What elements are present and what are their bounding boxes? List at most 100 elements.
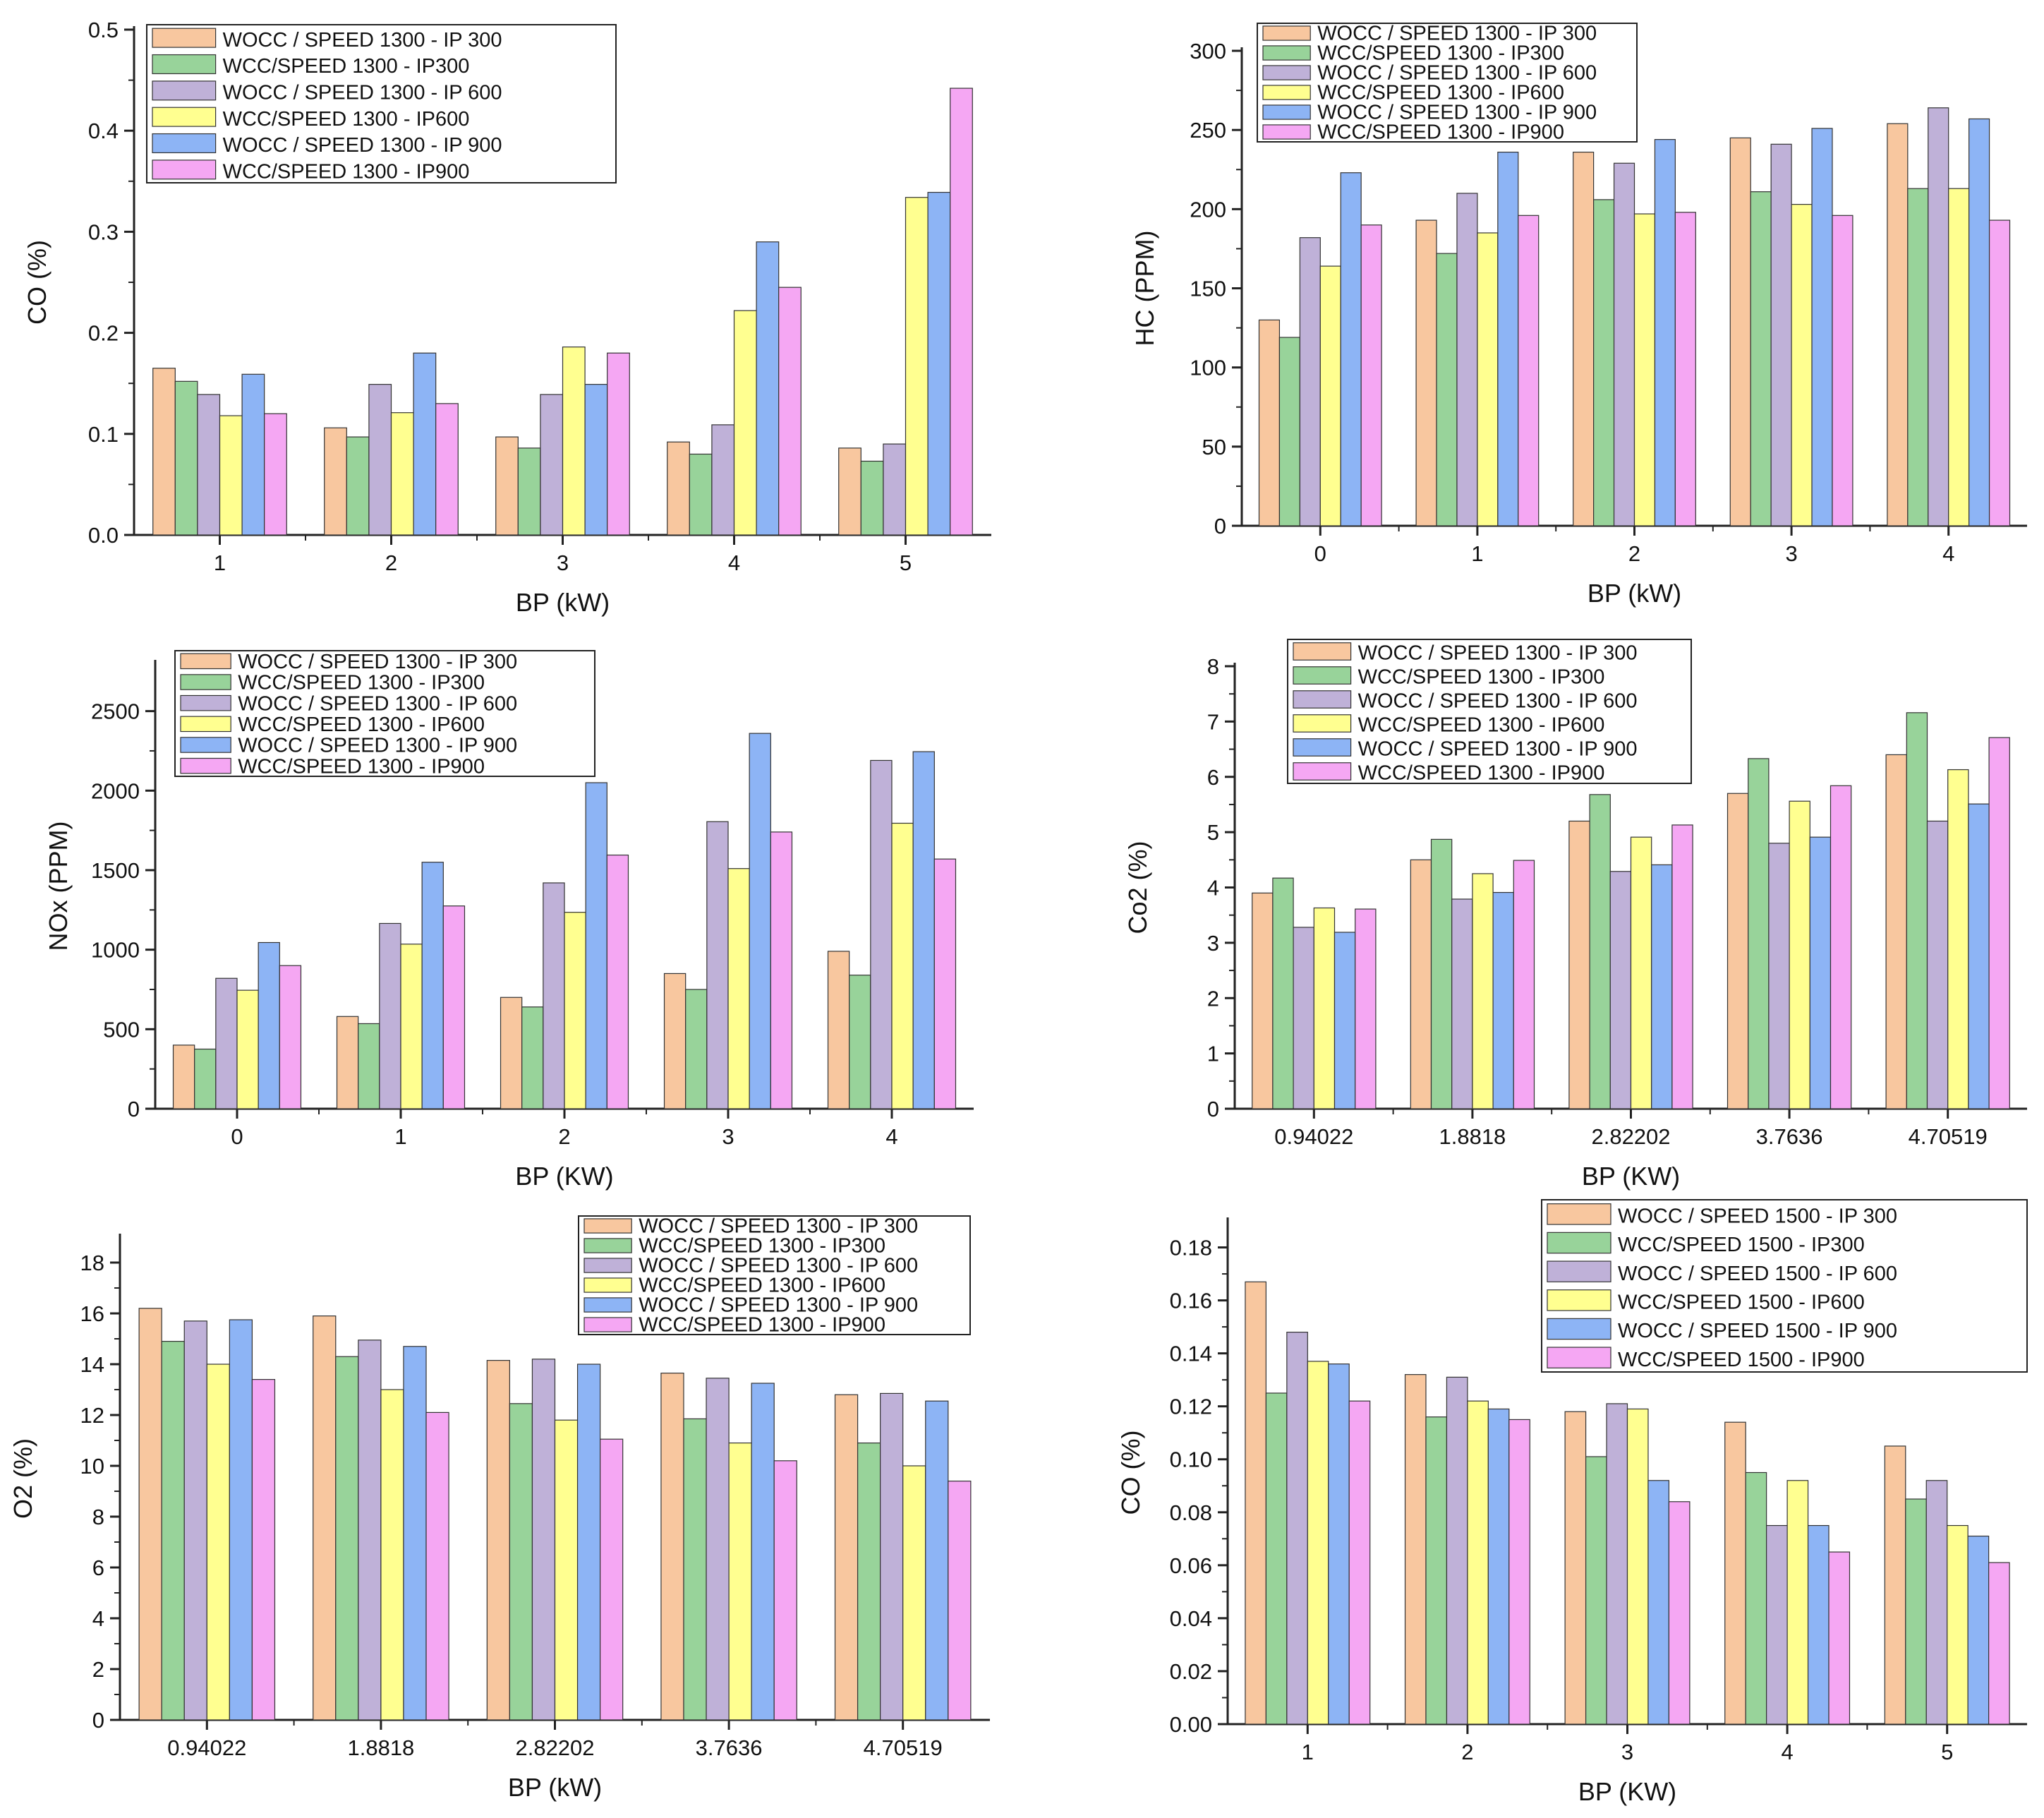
legend-label-1: WOCC / SPEED 1300 - IP 300 xyxy=(1317,23,1597,45)
bar-5-4.70519 xyxy=(1968,803,1990,1109)
bar-4-3.7636 xyxy=(728,1442,752,1721)
bar-2-4 xyxy=(1745,1471,1767,1725)
bar-2-1.8818 xyxy=(1430,838,1453,1109)
bar-4-1 xyxy=(400,944,423,1109)
legend-swatch-5 xyxy=(152,133,217,154)
legend-label-3: WOCC / SPEED 1300 - IP 600 xyxy=(223,82,502,104)
bar-5-3 xyxy=(1647,1480,1670,1725)
legend-swatch-5 xyxy=(583,1297,632,1313)
legend-box xyxy=(174,650,595,777)
bar-2-5 xyxy=(860,460,884,536)
legend-label-4: WCC/SPEED 1300 - IP600 xyxy=(1317,82,1564,104)
y-tick-label: 0.1 xyxy=(88,422,119,447)
bar-5-0.94022 xyxy=(1334,932,1356,1109)
chart-2: 0 50 100 150 200 250 300 0 1 2 3 4 BP (kW) HC (PPM) WO… xyxy=(1130,23,2027,608)
x-tick-label: 2 xyxy=(1628,541,1640,566)
bar-2-3 xyxy=(1750,191,1772,526)
bar-5-1 xyxy=(1328,1364,1350,1725)
bar-5-0 xyxy=(1340,172,1362,526)
y-tick-label: 0.12 xyxy=(1170,1395,1212,1419)
chart-6: 0.00 0.02 0.04 0.06 0.08 0.10 0.12 0.14 0.16 0.18… xyxy=(1116,1199,2028,1806)
bar-3-4 xyxy=(1928,107,1949,526)
legend-box xyxy=(1541,1199,2028,1373)
legend-swatch-5 xyxy=(1293,738,1352,757)
bar-6-4 xyxy=(1988,219,2011,526)
legend-swatch-4 xyxy=(1547,1289,1611,1311)
bar-4-1 xyxy=(1477,232,1499,526)
bar-6-3 xyxy=(1668,1501,1691,1725)
legend-label-2: WCC/SPEED 1300 - IP300 xyxy=(223,55,470,78)
legend-swatch-6 xyxy=(1293,762,1352,781)
bar-4-2 xyxy=(564,912,586,1109)
bar-4-3 xyxy=(727,868,750,1109)
bar-6-3 xyxy=(1832,215,1853,526)
x-axis-title: BP (kW) xyxy=(516,588,610,617)
bar-5-1 xyxy=(1497,151,1519,526)
bar-1-3 xyxy=(663,973,687,1109)
bar-3-2 xyxy=(1446,1376,1468,1725)
bar-6-2 xyxy=(606,854,629,1109)
bar-1-1 xyxy=(1245,1281,1266,1725)
x-axis-title: BP (kW) xyxy=(508,1773,602,1802)
bar-5-3 xyxy=(1811,128,1833,526)
bar-5-0 xyxy=(258,941,280,1109)
x-axis-title: BP (KW) xyxy=(1582,1162,1680,1191)
legend-label-4: WCC/SPEED 1300 - IP600 xyxy=(238,714,485,736)
legend-label-6: WCC/SPEED 1300 - IP900 xyxy=(223,161,470,183)
bar-2-0 xyxy=(1278,337,1300,526)
legend-swatch-2 xyxy=(1293,666,1352,685)
bar-5-4 xyxy=(1807,1524,1830,1725)
bar-4-1 xyxy=(219,415,243,536)
x-tick-label: 0 xyxy=(231,1124,243,1149)
bar-5-1 xyxy=(241,373,265,536)
bar-1-2 xyxy=(1404,1374,1427,1725)
legend-label-6: WCC/SPEED 1300 - IP900 xyxy=(1358,762,1605,785)
legend-swatch-5 xyxy=(1262,104,1311,120)
bar-2-4 xyxy=(1907,188,1929,526)
bar-6-0.94022 xyxy=(251,1378,276,1721)
y-tick-label: 300 xyxy=(1190,39,1226,64)
bar-3-0.94022 xyxy=(1293,927,1314,1109)
x-tick-label: 3.7636 xyxy=(1756,1124,1823,1149)
bar-4-2.82202 xyxy=(1630,836,1652,1109)
bar-2-1 xyxy=(1436,253,1458,526)
y-tick-label: 0.14 xyxy=(1170,1342,1212,1366)
bar-1-1 xyxy=(1415,219,1437,526)
bar-6-1 xyxy=(442,905,466,1109)
chart-4: 0 1 2 3 4 5 6 7 8 0.94022 1.8818 2.82202 3.7636 4.705… xyxy=(1123,639,2027,1191)
legend-swatch-5 xyxy=(1547,1318,1611,1340)
legend-swatch-2 xyxy=(583,1238,632,1253)
bar-1-3 xyxy=(1729,137,1751,526)
legend-label-5: WOCC / SPEED 1300 - IP 900 xyxy=(1317,102,1597,124)
legend-swatch-2 xyxy=(152,54,217,75)
y-tick-label: 7 xyxy=(1207,709,1219,734)
bar-3-2.82202 xyxy=(531,1359,556,1721)
bar-3-3 xyxy=(1606,1403,1628,1725)
y-tick-label: 14 xyxy=(80,1352,104,1377)
legend-label-1: WOCC / SPEED 1300 - IP 300 xyxy=(1358,642,1638,665)
bar-6-4.70519 xyxy=(948,1481,972,1721)
bar-3-4 xyxy=(870,759,893,1109)
bar-2-1 xyxy=(174,380,198,536)
bar-2-1 xyxy=(1265,1392,1288,1725)
bar-2-2.82202 xyxy=(1589,794,1611,1109)
y-tick-label: 1500 xyxy=(91,858,140,883)
y-tick-label: 0.5 xyxy=(88,18,119,42)
bar-3-0 xyxy=(215,977,238,1109)
bar-4-4.70519 xyxy=(1947,769,1969,1109)
x-axis-title: BP (KW) xyxy=(515,1162,613,1191)
y-tick-label: 6 xyxy=(1207,765,1219,790)
y-tick-label: 0.04 xyxy=(1170,1606,1212,1631)
x-tick-label: 3 xyxy=(722,1124,734,1149)
bar-6-4 xyxy=(1828,1551,1851,1725)
bar-6-5 xyxy=(1988,1562,2010,1725)
x-tick-label: 1 xyxy=(1302,1740,1314,1764)
bar-3-1 xyxy=(1456,193,1478,526)
x-tick-label: 4 xyxy=(1942,541,1954,566)
legend-box xyxy=(578,1215,971,1335)
legend-swatch-3 xyxy=(1262,65,1311,80)
bar-5-2.82202 xyxy=(576,1364,601,1721)
bar-4-3 xyxy=(562,347,586,536)
bar-6-3.7636 xyxy=(1830,785,1852,1109)
